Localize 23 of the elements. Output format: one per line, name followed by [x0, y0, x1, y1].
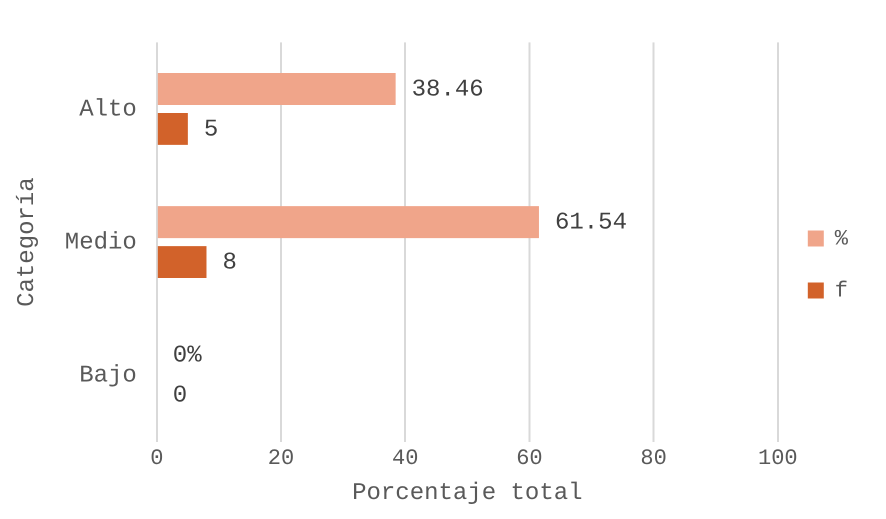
- x-tick-label: 20: [268, 446, 294, 471]
- legend-label: %: [834, 226, 849, 252]
- bar: [158, 112, 188, 145]
- legend-label: f: [834, 278, 848, 304]
- x-tick-label: 80: [640, 446, 667, 471]
- bar: [158, 206, 539, 238]
- data-label: 8: [222, 249, 237, 276]
- x-tick-label: 0: [150, 446, 164, 471]
- x-tick-label: 60: [516, 446, 543, 471]
- data-label: 0: [172, 382, 188, 410]
- bar: [158, 73, 396, 105]
- bar: [158, 246, 206, 278]
- y-tick-label: Alto: [79, 96, 137, 124]
- data-label: 0%: [172, 342, 202, 370]
- x-tick-label: 40: [392, 446, 418, 471]
- x-tick-label: 100: [758, 446, 798, 471]
- data-label: 61.54: [554, 209, 627, 236]
- y-tick-label: Medio: [64, 229, 137, 256]
- y-axis-title: Categoría: [14, 177, 41, 307]
- data-label: 5: [204, 116, 218, 144]
- y-tick-label: Bajo: [79, 362, 137, 390]
- data-label: 38.46: [412, 76, 484, 104]
- x-axis-title: Porcentaje total: [352, 480, 583, 507]
